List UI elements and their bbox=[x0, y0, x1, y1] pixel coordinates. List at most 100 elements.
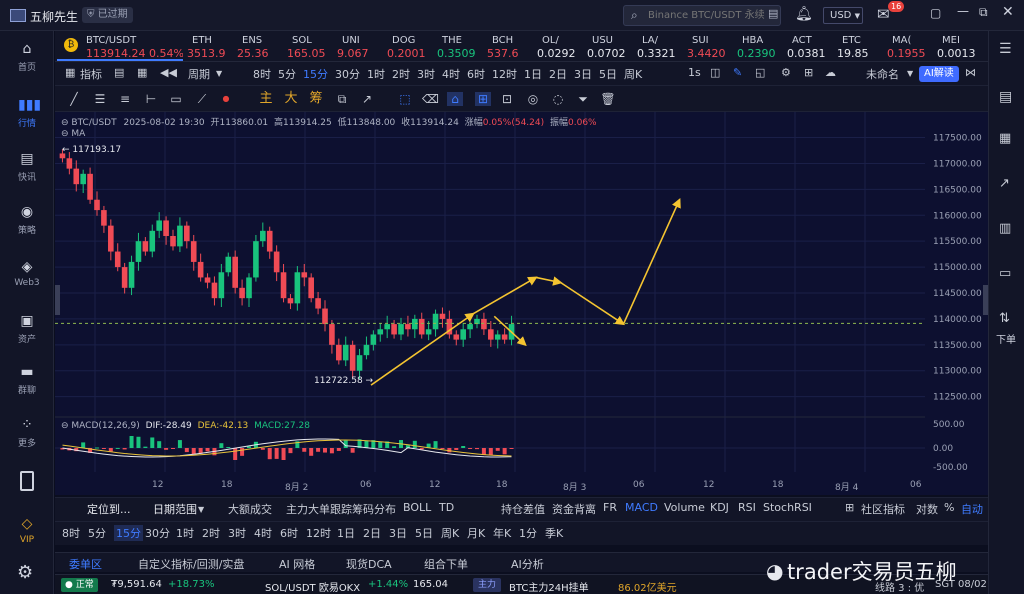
interval-button[interactable]: 4时 bbox=[442, 68, 460, 81]
left-collapse-handle[interactable] bbox=[55, 285, 60, 315]
more-icon[interactable]: ⊞ bbox=[845, 501, 855, 514]
interval-button[interactable]: 5日 bbox=[599, 68, 617, 81]
ticker-item[interactable]: ENS 25.36 bbox=[235, 33, 282, 61]
ma-legend[interactable]: ⊖ MA bbox=[61, 129, 85, 139]
log-scale-toggle[interactable]: 对数 bbox=[916, 503, 938, 516]
ticker-item[interactable]: USU 0.0702 bbox=[585, 33, 632, 61]
calendar-icon[interactable]: ▦ bbox=[999, 131, 1012, 146]
right-collapse-handle[interactable] bbox=[983, 285, 988, 315]
measure-icon[interactable]: ⊞ bbox=[475, 92, 491, 106]
phone-icon[interactable] bbox=[20, 471, 34, 491]
timeframe-button[interactable]: 1日 bbox=[337, 527, 355, 540]
timeframe-button[interactable]: 30分 bbox=[145, 527, 170, 540]
ai-explain-button[interactable]: AI解读 bbox=[919, 66, 959, 82]
trade-icon[interactable]: ⇅ bbox=[999, 311, 1010, 326]
trash-icon[interactable]: 🗑︎ bbox=[600, 92, 616, 106]
ticker-item[interactable]: HBA 0.2390 bbox=[735, 33, 782, 61]
timeframe-button[interactable]: 4时 bbox=[254, 527, 272, 540]
nav-home[interactable]: ⌂ 首页 bbox=[0, 41, 54, 73]
search-box[interactable]: ⌕ ▤ bbox=[623, 5, 781, 26]
currency-select[interactable]: USD ▼ bbox=[823, 7, 863, 24]
timeframe-button[interactable]: 1时 bbox=[176, 527, 194, 540]
ticker-item[interactable]: LA/0.3321 bbox=[635, 33, 682, 61]
indicator-toggle[interactable]: MACD bbox=[625, 501, 658, 514]
eraser-icon[interactable]: ⌫ bbox=[422, 92, 439, 106]
ticker-item[interactable]: UNI 9.067 bbox=[335, 33, 382, 61]
nav-news[interactable]: ▤ 快讯 bbox=[0, 151, 54, 183]
bell-icon[interactable]: 🔔︎ bbox=[795, 6, 813, 22]
camera-icon[interactable]: ◫ bbox=[710, 66, 721, 79]
timeframe-button[interactable]: 5日 bbox=[415, 527, 433, 540]
timeframe-button[interactable]: 2时 bbox=[202, 527, 220, 540]
indicator-toggle[interactable]: RSI bbox=[738, 501, 756, 514]
chevron-down-icon[interactable]: ▼ bbox=[198, 505, 205, 514]
community-indicator[interactable]: 社区指标 bbox=[861, 503, 905, 516]
workspace-select[interactable]: 未命名 bbox=[866, 68, 899, 81]
ticker-item[interactable]: ETC 19.85 bbox=[835, 33, 882, 61]
interval-button[interactable]: 5分 bbox=[278, 68, 296, 81]
indicator-toggle[interactable]: KDJ bbox=[710, 501, 729, 514]
nav-strategy[interactable]: ◉ 策略 bbox=[0, 204, 54, 236]
pair-name[interactable]: SOL/USDT 欧易OKX bbox=[265, 583, 361, 594]
interval-button[interactable]: 周K bbox=[624, 68, 643, 81]
ticker-item[interactable]: SOL 165.05 bbox=[285, 33, 332, 61]
arrow-icon[interactable]: ↗ bbox=[361, 92, 373, 106]
trendline-icon[interactable]: ╱ bbox=[70, 92, 78, 106]
ticker-item[interactable]: ACT 0.0381 bbox=[785, 33, 832, 61]
layers-icon[interactable]: ◱ bbox=[755, 66, 766, 79]
interval-button[interactable]: 3日 bbox=[574, 68, 592, 81]
magnet-icon[interactable]: ⌂ bbox=[447, 92, 463, 106]
notes-icon[interactable]: ▥ bbox=[999, 221, 1012, 236]
nav-market[interactable]: ▮▮▮ 行情 bbox=[0, 97, 54, 129]
nav-web3[interactable]: ◈ Web3 bbox=[0, 259, 54, 288]
panel-list-icon[interactable]: ☰ bbox=[999, 41, 1012, 57]
close-icon[interactable]: ✕ bbox=[1002, 4, 1014, 20]
ray-icon[interactable]: ⊢ bbox=[145, 92, 157, 106]
compare-icon[interactable]: ⧉ bbox=[337, 92, 347, 106]
calendar-icon[interactable]: ▦ bbox=[137, 66, 148, 79]
trend-icon[interactable]: ↗ bbox=[999, 176, 1010, 191]
ticker-item[interactable]: MEI 0.0013 bbox=[935, 33, 982, 61]
interval-button[interactable]: 12时 bbox=[492, 68, 517, 81]
chart-canvas[interactable]: 117500.00 117000.00 116500.00 116000.00 1155… bbox=[55, 112, 988, 495]
timeframe-button[interactable]: 年K bbox=[493, 527, 512, 540]
chevron-down-icon[interactable]: ▼ bbox=[907, 69, 914, 78]
collapse-icon[interactable]: ⊖ bbox=[61, 118, 72, 128]
eye-icon[interactable]: ◎ bbox=[527, 92, 539, 106]
timeframe-button[interactable]: 15分 bbox=[114, 525, 143, 541]
select-box-icon[interactable]: ⬚ bbox=[399, 92, 411, 106]
timeframe-button[interactable]: 周K bbox=[441, 527, 460, 540]
window-restore-icon[interactable]: ▢ bbox=[930, 6, 942, 20]
share-icon[interactable]: ⋈ bbox=[965, 66, 976, 79]
indicator-toggle[interactable]: 筹码分布 bbox=[352, 503, 396, 516]
date-range-button[interactable]: 日期范围 bbox=[153, 503, 197, 516]
locate-button[interactable]: 定位到... bbox=[87, 503, 131, 516]
bottom-tab[interactable]: 组合下单 bbox=[424, 558, 468, 571]
nav-chat[interactable]: ▬ 群聊 bbox=[0, 364, 54, 396]
large-order-button[interactable]: 大 bbox=[284, 91, 298, 106]
horizontal-line-icon[interactable]: ☰ bbox=[94, 92, 106, 106]
ticker-item[interactable]: ETH 3513.9 bbox=[185, 33, 232, 61]
rewind-icon[interactable]: ◀◀ bbox=[160, 66, 177, 79]
expired-badge[interactable]: ⛨ 已过期 bbox=[82, 7, 133, 23]
ticker-item[interactable]: OL/0.0292 bbox=[535, 33, 582, 61]
dot-icon[interactable]: ● bbox=[222, 94, 230, 103]
ticker-item[interactable]: DOG 0.2001 bbox=[385, 33, 432, 61]
interval-button[interactable]: 30分 bbox=[335, 68, 360, 81]
minimize-icon[interactable]: — bbox=[957, 4, 969, 18]
ticker-btc[interactable]: ₿ BTC/USDT 113914.24 0.54% bbox=[57, 33, 183, 61]
hide-icon[interactable]: ◌ bbox=[552, 92, 564, 106]
grid-layout-icon[interactable]: ⊞ bbox=[804, 66, 814, 79]
indicator-toggle[interactable]: 主力大单跟踪 bbox=[286, 503, 352, 516]
timeframe-button[interactable]: 3日 bbox=[389, 527, 407, 540]
period-chevron-icon[interactable]: ▼ bbox=[216, 69, 223, 78]
timeframe-button[interactable]: 3时 bbox=[228, 527, 246, 540]
interval-button[interactable]: 2时 bbox=[392, 68, 410, 81]
main-force-button[interactable]: 主 bbox=[259, 91, 273, 106]
indicator-toggle[interactable]: 资金背离 bbox=[552, 503, 596, 516]
timeframe-button[interactable]: 1分 bbox=[519, 527, 537, 540]
timeframe-button[interactable]: 季K bbox=[545, 527, 564, 540]
ticker-item[interactable]: BCH 537.6 bbox=[485, 33, 532, 61]
interval-button[interactable]: 1日 bbox=[524, 68, 542, 81]
maximize-icon[interactable]: ⧉ bbox=[979, 5, 988, 19]
